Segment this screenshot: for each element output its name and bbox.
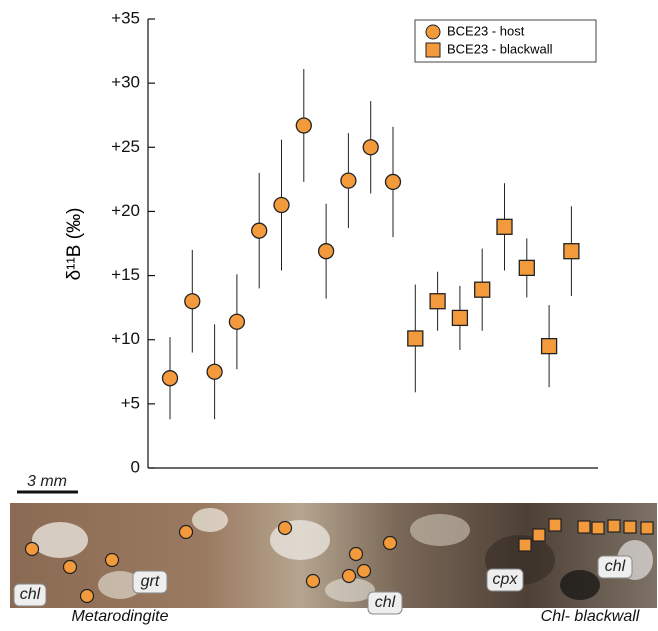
data-point bbox=[362, 139, 379, 156]
y-tick-label: +30 bbox=[111, 73, 140, 92]
mineral-labels: chl grt chl cpx chl bbox=[13, 555, 633, 615]
y-tick-label: 0 bbox=[131, 457, 140, 476]
mineral-label: chl bbox=[605, 558, 626, 575]
data-point bbox=[429, 293, 446, 310]
data-point bbox=[451, 309, 469, 327]
data-point bbox=[540, 337, 558, 355]
data-point bbox=[184, 293, 201, 310]
legend-marker bbox=[425, 24, 441, 40]
scale-bar-label: 3 mm bbox=[27, 473, 67, 490]
data-point bbox=[474, 281, 491, 298]
y-tick-label: +25 bbox=[111, 137, 140, 156]
data-point bbox=[228, 313, 246, 330]
legend-label: BCE23 - blackwall bbox=[447, 41, 553, 56]
data-point bbox=[251, 222, 268, 239]
legend-label: BCE23 - host bbox=[447, 23, 525, 38]
data-point bbox=[295, 117, 312, 134]
mineral-label: grt bbox=[141, 573, 160, 590]
data-point bbox=[317, 243, 335, 260]
y-tick-label: +15 bbox=[111, 265, 140, 284]
y-tick-label: +10 bbox=[111, 329, 140, 348]
data-point bbox=[563, 243, 580, 260]
mineral-label: cpx bbox=[493, 571, 519, 588]
data-point bbox=[161, 370, 179, 387]
mineral-label: chl bbox=[20, 586, 41, 603]
legend-marker bbox=[425, 42, 441, 58]
zone-label: Chl- blackwall bbox=[541, 608, 640, 625]
data-point bbox=[340, 172, 357, 189]
data-point bbox=[384, 173, 402, 191]
y-tick-label: +20 bbox=[111, 201, 140, 220]
data-point bbox=[407, 330, 424, 347]
legend-box bbox=[414, 19, 597, 63]
mineral-label: chl bbox=[375, 594, 396, 611]
y-axis-label: δ¹¹B (‰) bbox=[64, 208, 85, 281]
zone-label: Metarodingite bbox=[72, 608, 169, 625]
data-point bbox=[496, 218, 513, 235]
legend: BCE23 - host BCE23 - blackwall bbox=[414, 19, 597, 63]
data-point bbox=[273, 196, 290, 214]
photo-markers bbox=[24, 518, 654, 604]
y-tick-label: +5 bbox=[121, 393, 140, 412]
data-point bbox=[206, 363, 223, 380]
y-tick-label: +35 bbox=[111, 8, 140, 27]
data-point bbox=[518, 259, 535, 277]
